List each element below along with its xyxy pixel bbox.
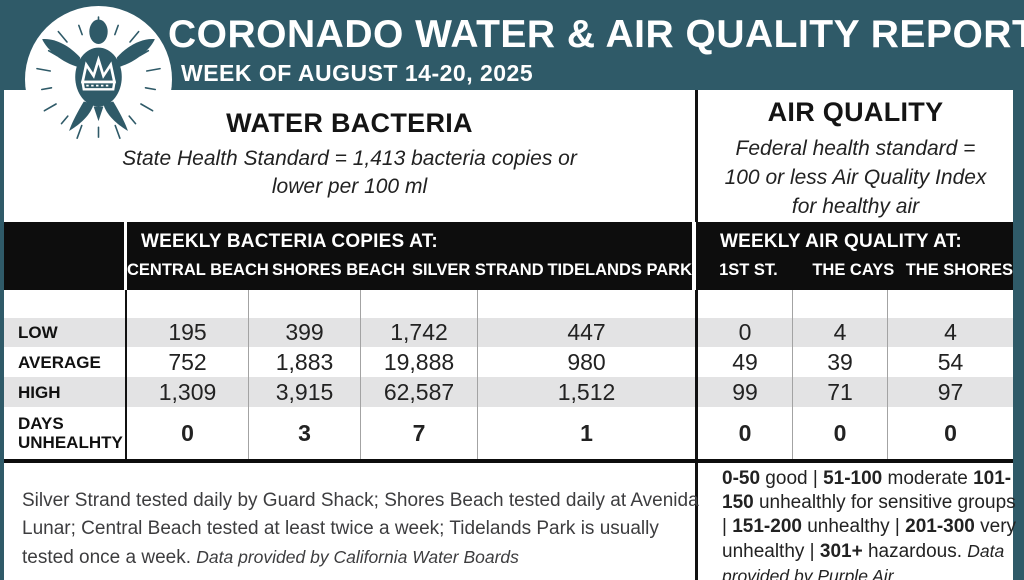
table-cell: 3,915 [249,377,361,407]
air-quality-legend: 0-50 good | 51-100 moderate 101-150 unhe… [722,467,1022,580]
table-cell: 49 [698,347,793,377]
table-cell: 195 [127,318,249,347]
water-table-header: WEEKLY BACTERIA COPIES AT: [141,231,438,252]
table-cell: 1,512 [478,377,698,407]
table-cell: 399 [249,318,361,347]
legend-segment: hazardous. [862,541,968,562]
air-table-header: WEEKLY AIR QUALITY AT: [720,231,962,252]
section-divider [695,90,698,222]
table-cell [4,290,127,318]
table-cell: 447 [478,318,698,347]
table-cell: 39 [793,347,888,377]
row-label-high: HIGH [4,377,127,407]
column-header-the-cays: THE CAYS [812,261,895,279]
table-cell [698,290,793,318]
table-cell [888,290,1013,318]
table-cell [478,290,698,318]
table-spacer-row [4,290,1013,318]
table-cell [249,290,361,318]
water-footnote-credit: Data provided by California Water Boards [196,547,519,567]
table-cell: 0 [944,419,957,446]
table-cell: 62,587 [361,377,478,407]
table-cell: 7 [361,407,478,459]
column-header-shores-beach: SHORES BEACH [271,261,405,279]
row-label-low: LOW [4,318,127,347]
report-week-subtitle: WEEK OF AUGUST 14-20, 2025 [181,60,534,86]
column-header-the-shores: THE SHORES [905,261,1013,279]
table-cell: 1,883 [249,347,361,377]
table-cell: 0 [793,407,888,459]
legend-segment: moderate [882,468,974,489]
table-cell: 1 [478,407,698,459]
legend-segment: 151-200 [732,516,802,537]
legend-segment: 51-100 [823,468,883,489]
water-section: WATER BACTERIA State Health Standard = 1… [4,108,695,201]
air-band: WEEKLY AIR QUALITY AT: 1ST ST. THE CAYS … [696,222,1013,290]
water-footnote-text: Silver Strand tested daily by Guard Shac… [22,490,699,568]
table-cell: 1,742 [361,318,478,347]
table-row-low: LOW 195 399 1,742 447 0 4 4 [4,318,1013,347]
table-cell: 97 [937,378,964,405]
air-section-title: AIR QUALITY [767,97,944,127]
table-cell: 71 [793,377,888,407]
table-cell [793,290,888,318]
table-cell: 752 [127,347,249,377]
footnote-divider [695,459,698,580]
table-cell: 99 [698,377,793,407]
table-cell [127,290,249,318]
water-section-title: WATER BACTERIA [226,108,473,138]
column-header-1st-st: 1ST ST. [719,261,778,279]
legend-segment: 301+ [819,541,863,562]
table-cell: 19,888 [361,347,478,377]
table-cell: 1,309 [127,377,249,407]
turtle-logo [25,6,172,153]
legend-segment: 201-300 [905,516,975,537]
table-row-average: AVERAGE 752 1,883 19,888 980 49 39 54 [4,347,1013,377]
table-row-high: HIGH 1,309 3,915 62,587 1,512 99 71 97 [4,377,1013,407]
legend-segment: very unhealthy | [722,516,1017,562]
report-title: CORONADO WATER & AIR QUALITY REPORT [168,13,1024,56]
table-cell: 3 [249,407,361,459]
air-column-headers: 1ST ST. THE CAYS THE SHORES [696,261,1013,280]
legend-segment: good | [760,468,824,489]
band-label-spacer [4,222,127,290]
row-label-average: AVERAGE [4,347,127,377]
row-label-days-unhealthy: DAYS UNHEALHTY [4,407,127,459]
crowned-sea-turtle-icon [36,16,161,140]
table-cell: 0 [698,318,793,347]
table-bottom-rule [4,459,1013,463]
table-cell: 4 [793,318,888,347]
air-footnote-credit: Data provided by Purple Air [722,541,1005,580]
column-header-silver-strand: SILVER STRAND [411,261,544,279]
column-header-central-beach: CENTRAL BEACH [127,261,269,279]
water-standard-text: State Health Standard = 1,413 bacteria c… [122,147,577,198]
table-cell: 0 [698,407,793,459]
legend-segment: unhealthy | [801,516,906,537]
table-header-band: WEEKLY BACTERIA COPIES AT: CENTRAL BEACH… [4,222,1013,290]
air-standard-text: Federal health standard = 100 or less Ai… [724,137,987,218]
water-column-headers: CENTRAL BEACH SHORES BEACH SILVER STRAND… [127,261,692,280]
table-cell [361,290,478,318]
column-header-tidelands-park: TIDELANDS PARK [547,261,692,279]
legend-segment: 0-50 [722,468,761,489]
table-cell: 0 [127,407,249,459]
legend-segment: 101-150 [722,468,1012,513]
table-cell: 980 [478,347,698,377]
table-row-days-unhealthy: DAYS UNHEALHTY 0 3 7 1 0 0 0 [4,407,1013,459]
table-cell: 54 [937,348,964,375]
water-footnote: Silver Strand tested daily by Guard Shac… [22,487,702,572]
air-section: AIR QUALITY Federal health standard = 10… [698,97,1013,221]
legend-segment: unhealthly for sensitive groups | [722,492,1016,537]
table-cell: 4 [944,319,957,345]
water-band: WEEKLY BACTERIA COPIES AT: CENTRAL BEACH… [127,222,696,290]
